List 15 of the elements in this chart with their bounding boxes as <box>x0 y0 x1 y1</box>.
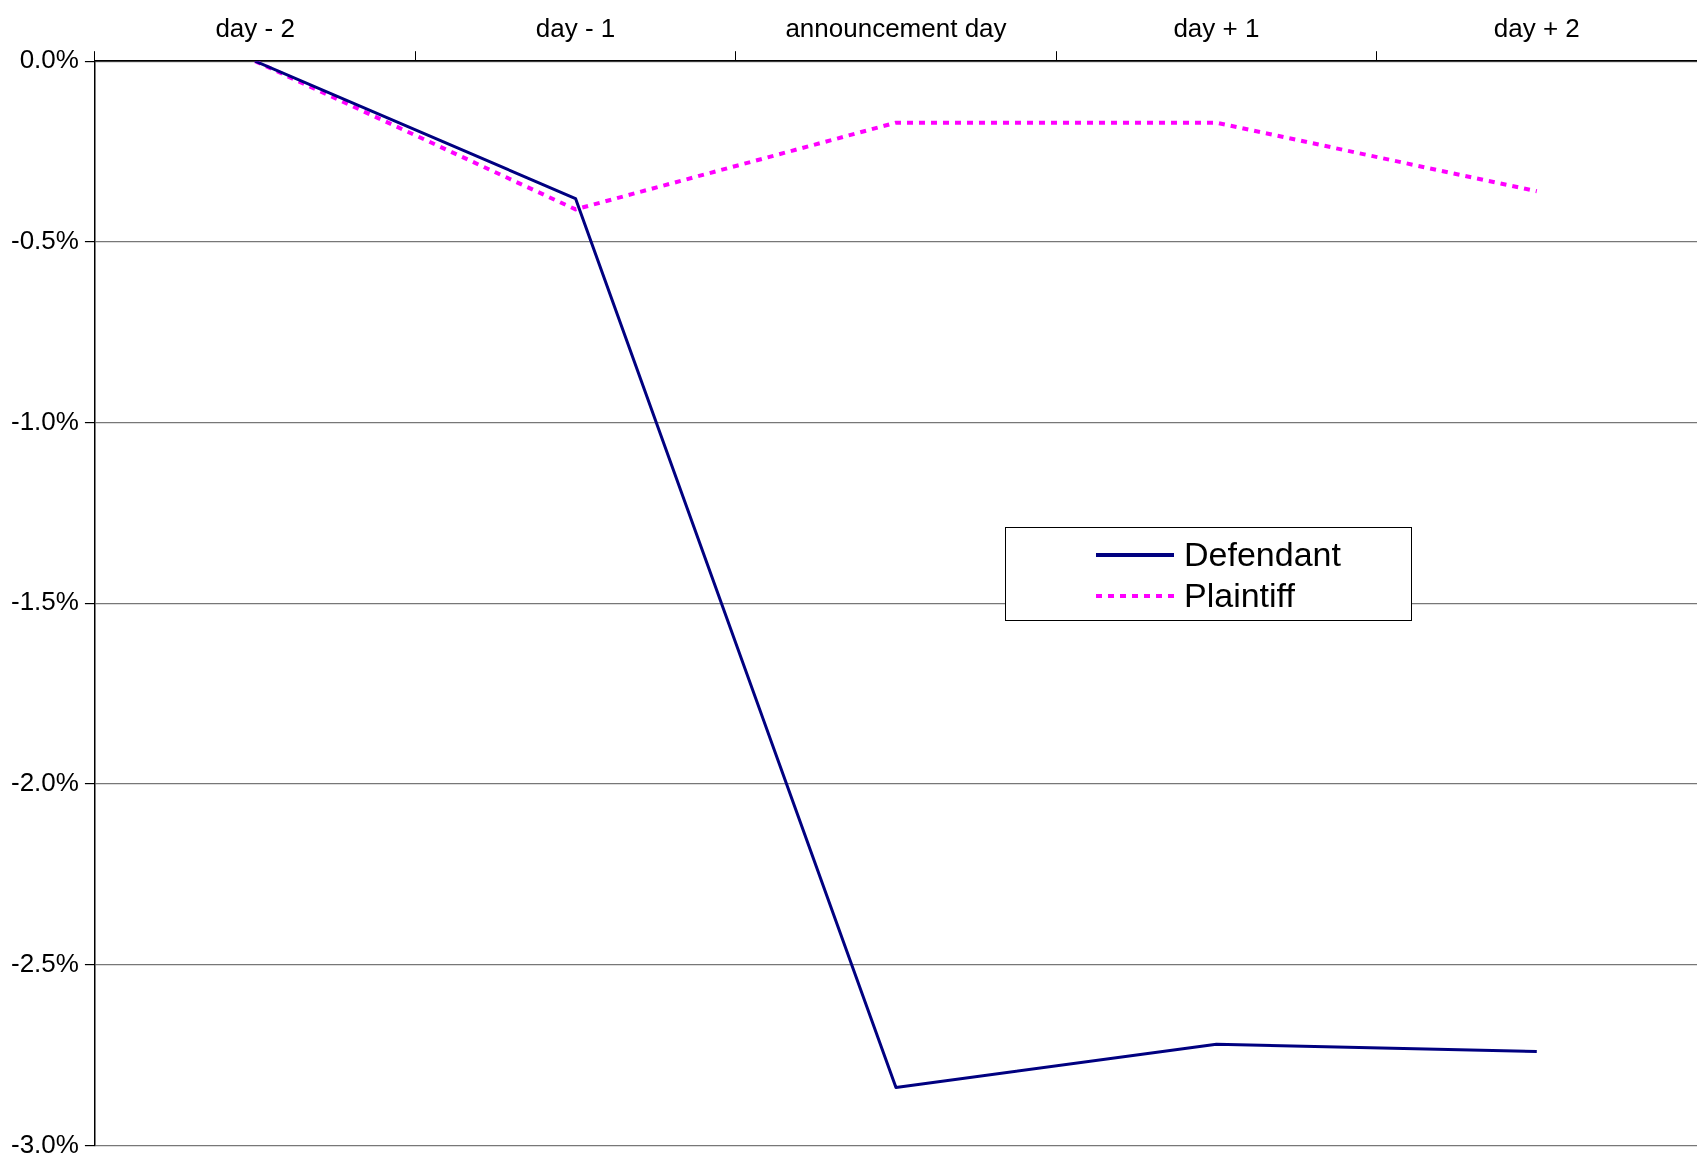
x-tick-label: day + 2 <box>1493 12 1580 43</box>
y-tick-label: -0.5% <box>11 225 79 256</box>
line-series <box>253 61 1539 212</box>
x-tick-label: announcement day <box>785 12 1007 43</box>
legend-label: Defendant <box>1184 534 1341 576</box>
y-tick-label: -3.0% <box>11 1128 79 1159</box>
y-tick-label: -1.0% <box>11 405 79 436</box>
legend-label: Plaintiff <box>1184 575 1295 617</box>
y-tick-label: 0.0% <box>19 44 79 75</box>
y-tick-label: -2.5% <box>11 947 79 978</box>
y-tick-label: -2.0% <box>11 767 79 798</box>
y-tick-label: -1.5% <box>11 586 79 617</box>
x-tick-label: day - 2 <box>215 12 295 43</box>
x-tick-label: day + 1 <box>1173 12 1260 43</box>
x-tick-label: day - 1 <box>535 12 616 43</box>
